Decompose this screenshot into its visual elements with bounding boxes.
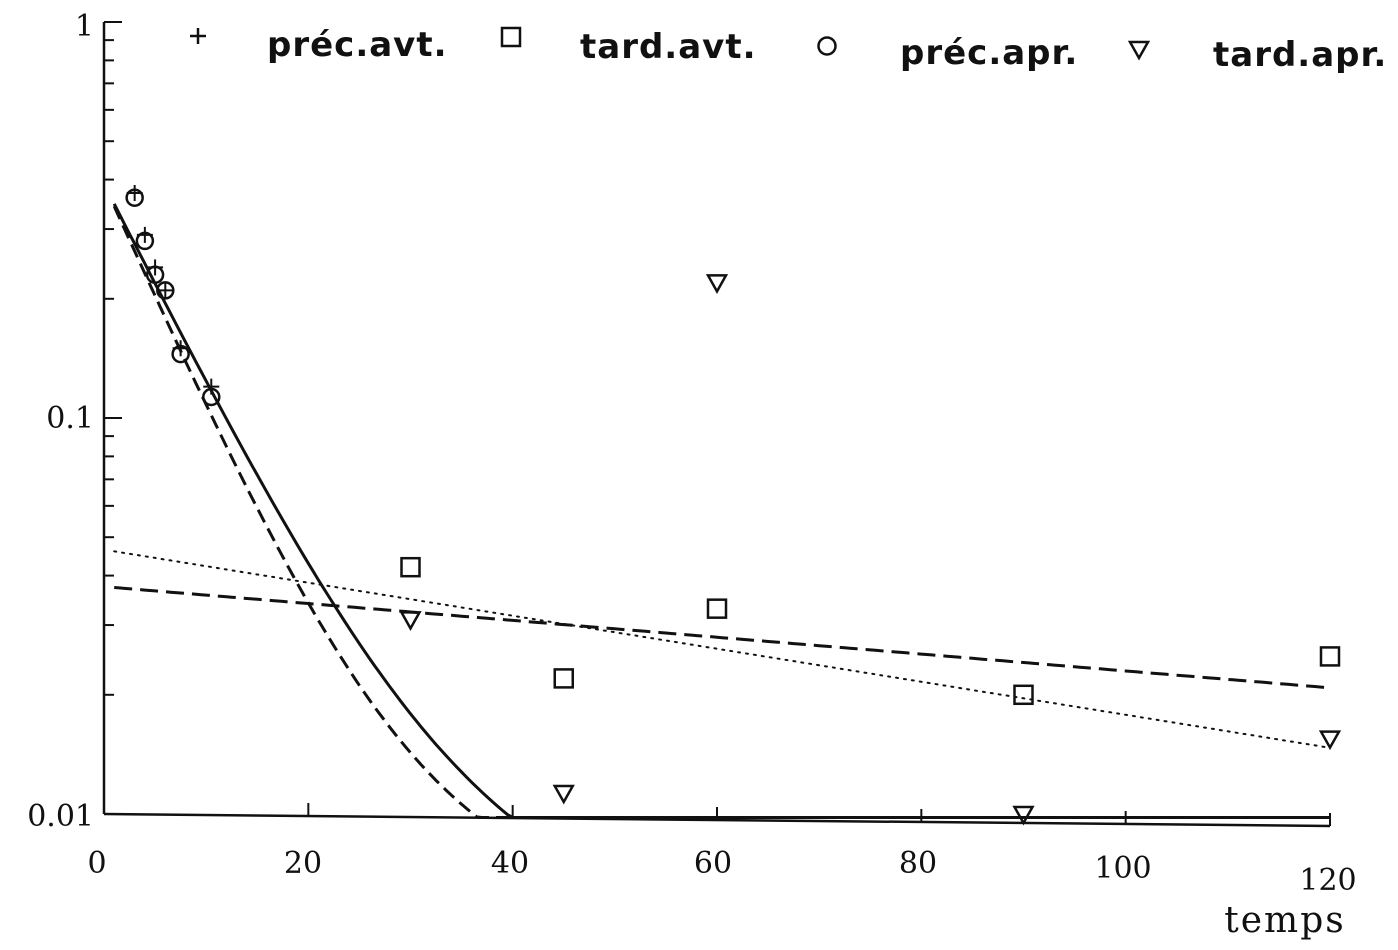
point-circle — [125, 188, 144, 207]
point-circle — [145, 265, 165, 285]
legend-item-prec-avt: préc.avt. — [190, 25, 448, 65]
x-tick-label-100: 100 — [1094, 851, 1151, 886]
point-triangle-down — [552, 784, 575, 805]
point-plus — [157, 282, 174, 299]
legend-label-tard-apr: tard.apr. — [1213, 35, 1387, 75]
legend-item-tard-apr: tard.apr. — [1127, 35, 1387, 75]
legend-marker-plus — [190, 28, 206, 44]
x-tick-label-0: 0 — [87, 846, 106, 881]
point-square — [1319, 646, 1341, 667]
legend-item-prec-apr: préc.apr. — [817, 33, 1078, 73]
point-plus — [203, 378, 220, 395]
x-tick-label-80: 80 — [899, 846, 937, 881]
point-triangle-down — [1012, 805, 1035, 826]
y-tick-label-0.01: 0.01 — [27, 799, 94, 834]
legend-label-prec-apr: préc.apr. — [900, 33, 1078, 73]
x-axis-ticks — [103, 801, 1331, 826]
axes — [102, 22, 1331, 828]
x-tick-label-40: 40 — [491, 846, 529, 881]
legend: préc.avt. tard.avt. préc.apr. tard.apr. — [190, 25, 1387, 75]
fit-curves — [112, 203, 1331, 819]
data-points — [125, 184, 1342, 826]
legend-item-tard-avt: tard.avt. — [500, 26, 757, 67]
x-tick-label-120: 120 — [1299, 863, 1356, 898]
fit-curve-dotted — [113, 550, 1331, 749]
point-circle — [171, 344, 190, 364]
point-square — [1013, 684, 1034, 706]
legend-label-prec-avt: préc.avt. — [267, 25, 448, 65]
fit-curve-solid — [112, 203, 1330, 819]
point-circle — [135, 231, 155, 251]
x-axis-title: temps — [1224, 900, 1345, 941]
fit-curve-dashed — [112, 205, 1330, 819]
point-square — [553, 668, 574, 689]
legend-label-tard-avt: tard.avt. — [580, 27, 757, 67]
fit-curve-long-dashed — [114, 586, 1331, 690]
point-triangle-down — [705, 274, 729, 294]
point-triangle-down — [1318, 730, 1342, 751]
legend-marker-circle — [817, 36, 837, 56]
y-axis-ticks — [104, 21, 122, 815]
legend-marker-square — [500, 26, 522, 48]
point-square — [400, 556, 421, 578]
x-tick-label-20: 20 — [284, 846, 322, 881]
y-tick-label-1: 1 — [75, 9, 94, 44]
point-circle — [156, 281, 175, 300]
point-triangle-down — [399, 611, 422, 631]
legend-marker-triangle — [1127, 40, 1151, 61]
y-tick-label-0.1: 0.1 — [46, 401, 94, 436]
point-circle — [202, 387, 221, 407]
point-square — [706, 598, 728, 619]
x-tick-label-60: 60 — [694, 846, 732, 881]
